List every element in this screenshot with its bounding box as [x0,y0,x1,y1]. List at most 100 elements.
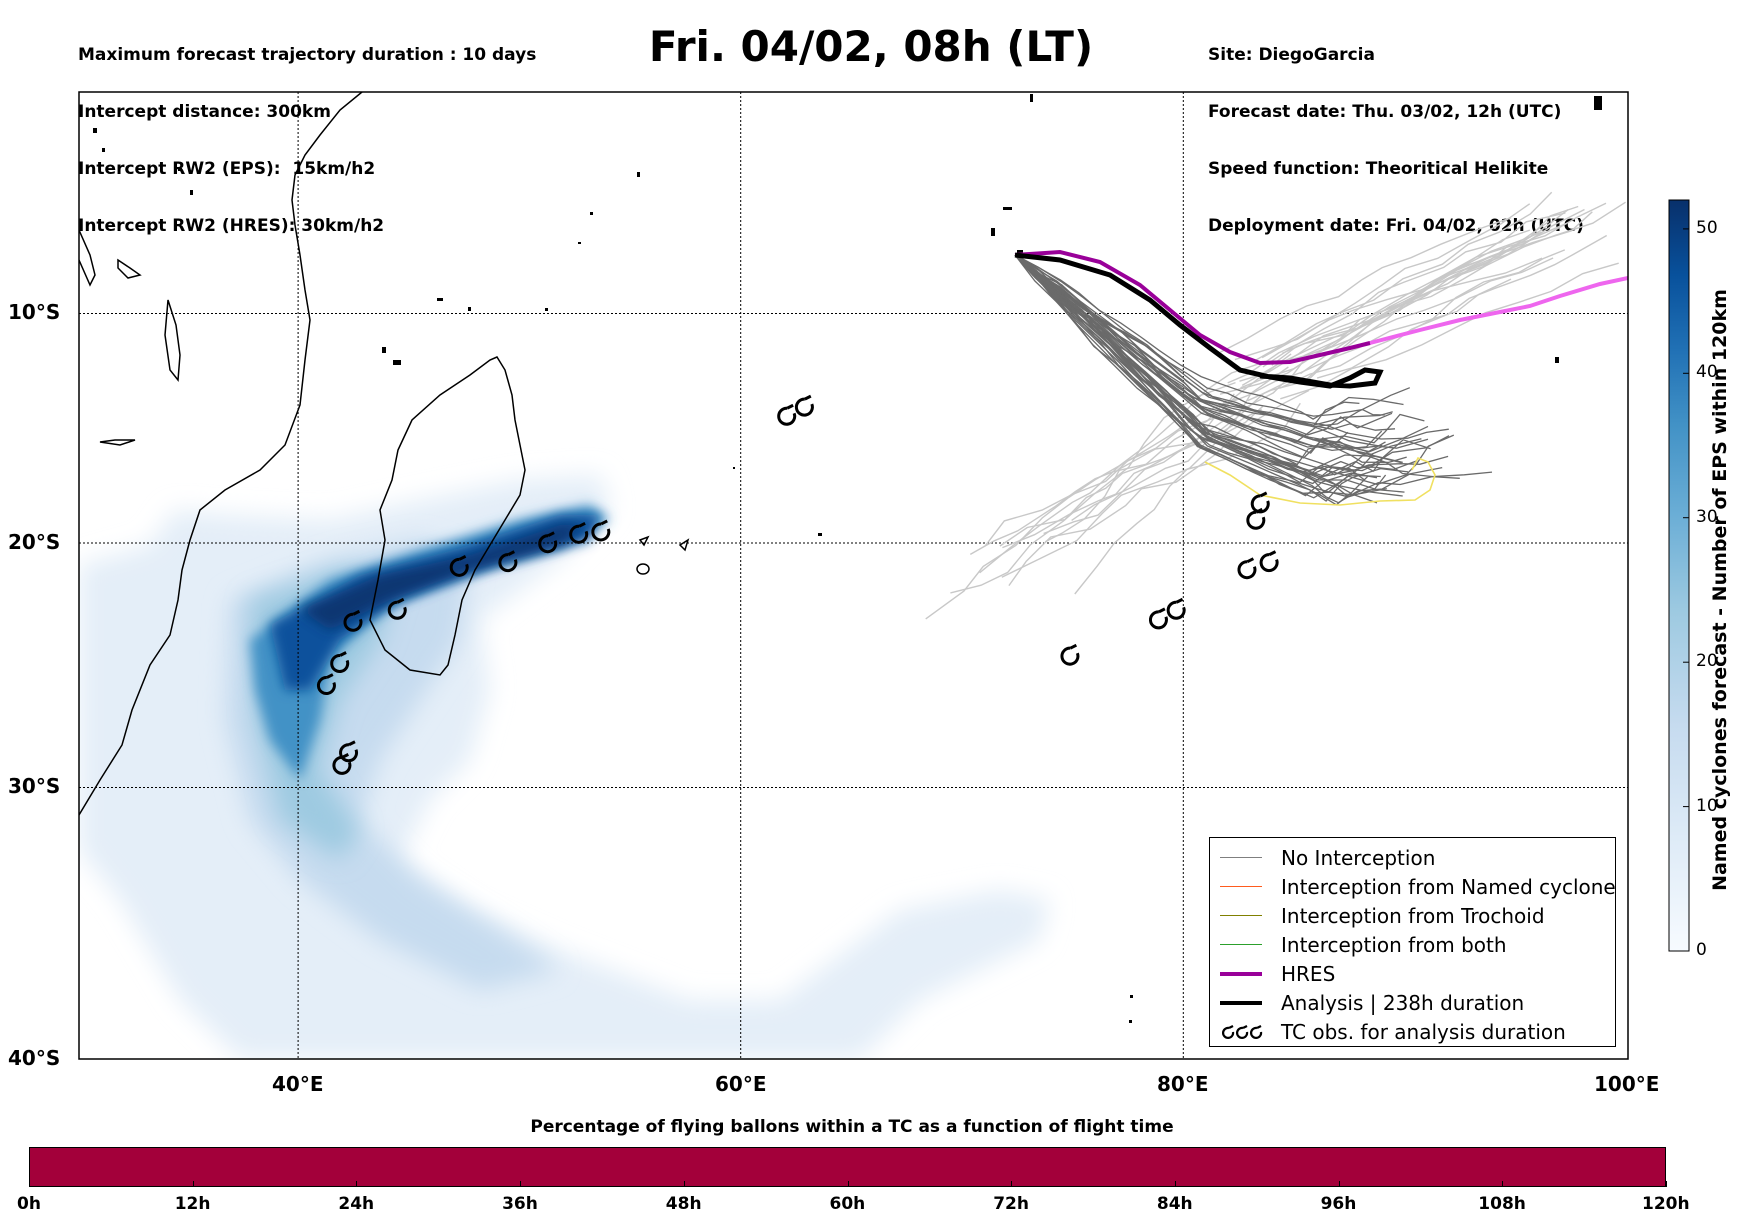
ensemble-trajectory-light [1044,353,1292,543]
ensemble-trajectory [1014,254,1387,490]
flight-time-colorbar-title: Percentage of flying ballons within a TC… [530,1117,1174,1137]
ensemble-trajectory [1014,254,1493,498]
ensemble-trajectory [1014,254,1360,427]
ensemble-trajectory [1014,254,1405,498]
header-line: Forecast date: Thu. 03/02, 12h (UTC) [1208,102,1562,122]
flight-time-tick-label: 36h [502,1194,538,1214]
tc-observation-icon [330,651,350,673]
cyclone-density-field [79,475,1050,1059]
ensemble-trajectory-light [1240,257,1554,389]
trochoid-trajectory [1204,456,1436,506]
flight-time-tick-mark [192,1181,194,1187]
ensemble-trajectory-light [1253,191,1553,362]
small-islands [93,94,1602,1023]
legend-label: Interception from both [1281,933,1507,957]
tc-observation-icon [1237,557,1257,580]
colorbar-tick-label: 30 [1696,507,1718,527]
lon-label: 60°E [715,1072,767,1096]
header-line: Site: DiegoGarcia [1208,45,1375,65]
ensemble-trajectory [1014,254,1383,472]
legend-label: TC obs. for analysis duration [1281,1020,1566,1044]
flight-time-tick-label: 84h [1156,1194,1193,1214]
colorbar-gradient [1668,199,1690,952]
lon-label: 100°E [1594,1072,1660,1096]
ensemble-trajectory [1014,254,1411,428]
cyclone-symbol-icon [1222,1025,1263,1039]
ensemble-trajectory-light [1316,234,1608,379]
tc-observation-icon [591,519,611,542]
ensemble-trajectory-light [1281,202,1607,355]
tc-observation-icon [777,403,797,426]
ensemble-trajectory-light [979,361,1264,574]
tc-observation-icon [1250,491,1270,514]
flight-time-tick-mark [1174,1181,1176,1187]
lon-label: 40°E [272,1072,324,1096]
gridlines [79,92,1628,1059]
ensemble-trajectory-light [1001,366,1289,578]
ensemble-trajectory [1014,254,1385,417]
flight-time-tick-label: 120h [1642,1194,1690,1214]
legend-label: HRES [1281,962,1336,986]
ensemble-trajectory [1014,254,1387,496]
flight-time-tick-label: 12h [174,1194,211,1214]
ensemble-trajectories-no-interception [1014,254,1493,506]
ensemble-trajectory-light [1280,262,1619,400]
ensemble-trajectory-light [1220,217,1512,353]
ensemble-trajectory [1014,254,1429,449]
legend-swatch [1220,972,1262,976]
lon-label: 80°E [1157,1072,1209,1096]
flight-time-tick-mark [683,1181,685,1187]
legend-swatch [1220,944,1262,945]
ensemble-trajectory [1014,254,1378,506]
ensemble-trajectory-light [1262,212,1566,368]
map-legend: No Interception Interception from Named … [1209,837,1616,1047]
tc-observation-icon [1259,550,1279,573]
hres-trajectory [1014,249,1371,366]
legend-swatch [1220,857,1262,858]
flight-time-tick-mark [29,1181,30,1187]
africa-coast [79,92,363,816]
ensemble-trajectories-light [925,191,1626,620]
ensemble-trajectory-light [1277,211,1593,364]
flight-time-tick-mark [1011,1181,1013,1187]
colorbar-tick-label: 50 [1696,218,1718,238]
tc-observation-icon [343,609,363,632]
tc-observation-icon [1246,507,1266,530]
ensemble-trajectory [1014,254,1404,420]
ensemble-trajectory [1014,254,1370,453]
tc-observation-icon [339,740,359,763]
colorbar-ticks [1683,228,1689,952]
legend-label: No Interception [1281,846,1436,870]
header-line: Intercept RW2 (EPS): 15km/h2 [78,159,376,179]
flight-time-tick-mark [356,1181,358,1187]
legend-label: Interception from Trochoid [1281,904,1545,928]
colorbar-tick-label: 10 [1696,796,1718,816]
flight-time-tick-label: 108h [1478,1194,1526,1214]
tc-observation-icon [538,531,558,554]
tc-observation-icon [498,550,518,573]
lat-label: 20°S [8,530,61,554]
map-content [79,92,1628,1059]
header-line: Speed function: Theoritical Helikite [1208,159,1549,179]
colorbar-tick-label: 0 [1696,940,1707,960]
flight-time-tick-label: 60h [829,1194,866,1214]
colorbar-tick-label: 20 [1696,651,1718,671]
tc-observations [316,394,1279,775]
flight-time-tick-label: 0h [17,1194,41,1214]
ensemble-trajectory-light [1261,209,1569,359]
legend-label: Interception from Named cyclone [1281,875,1616,899]
ensemble-trajectory-light [1279,249,1566,389]
hres-trajectory-pink [1369,276,1628,345]
ensemble-trajectory [1014,254,1409,502]
lat-label: 40°S [8,1046,61,1070]
tc-observation-icon [1148,607,1168,630]
flight-time-tick-mark [1502,1181,1504,1187]
flight-time-tick-mark [520,1181,522,1187]
flight-time-tick-mark [1338,1181,1340,1187]
page-title: Fri. 04/02, 08h (LT) [648,22,1094,71]
ensemble-trajectory-light [1002,405,1264,549]
ensemble-trajectory-light [1221,278,1512,407]
tc-observation-icon [387,597,407,620]
madagascar-coast [369,356,526,676]
tc-observation-icon [794,394,814,417]
